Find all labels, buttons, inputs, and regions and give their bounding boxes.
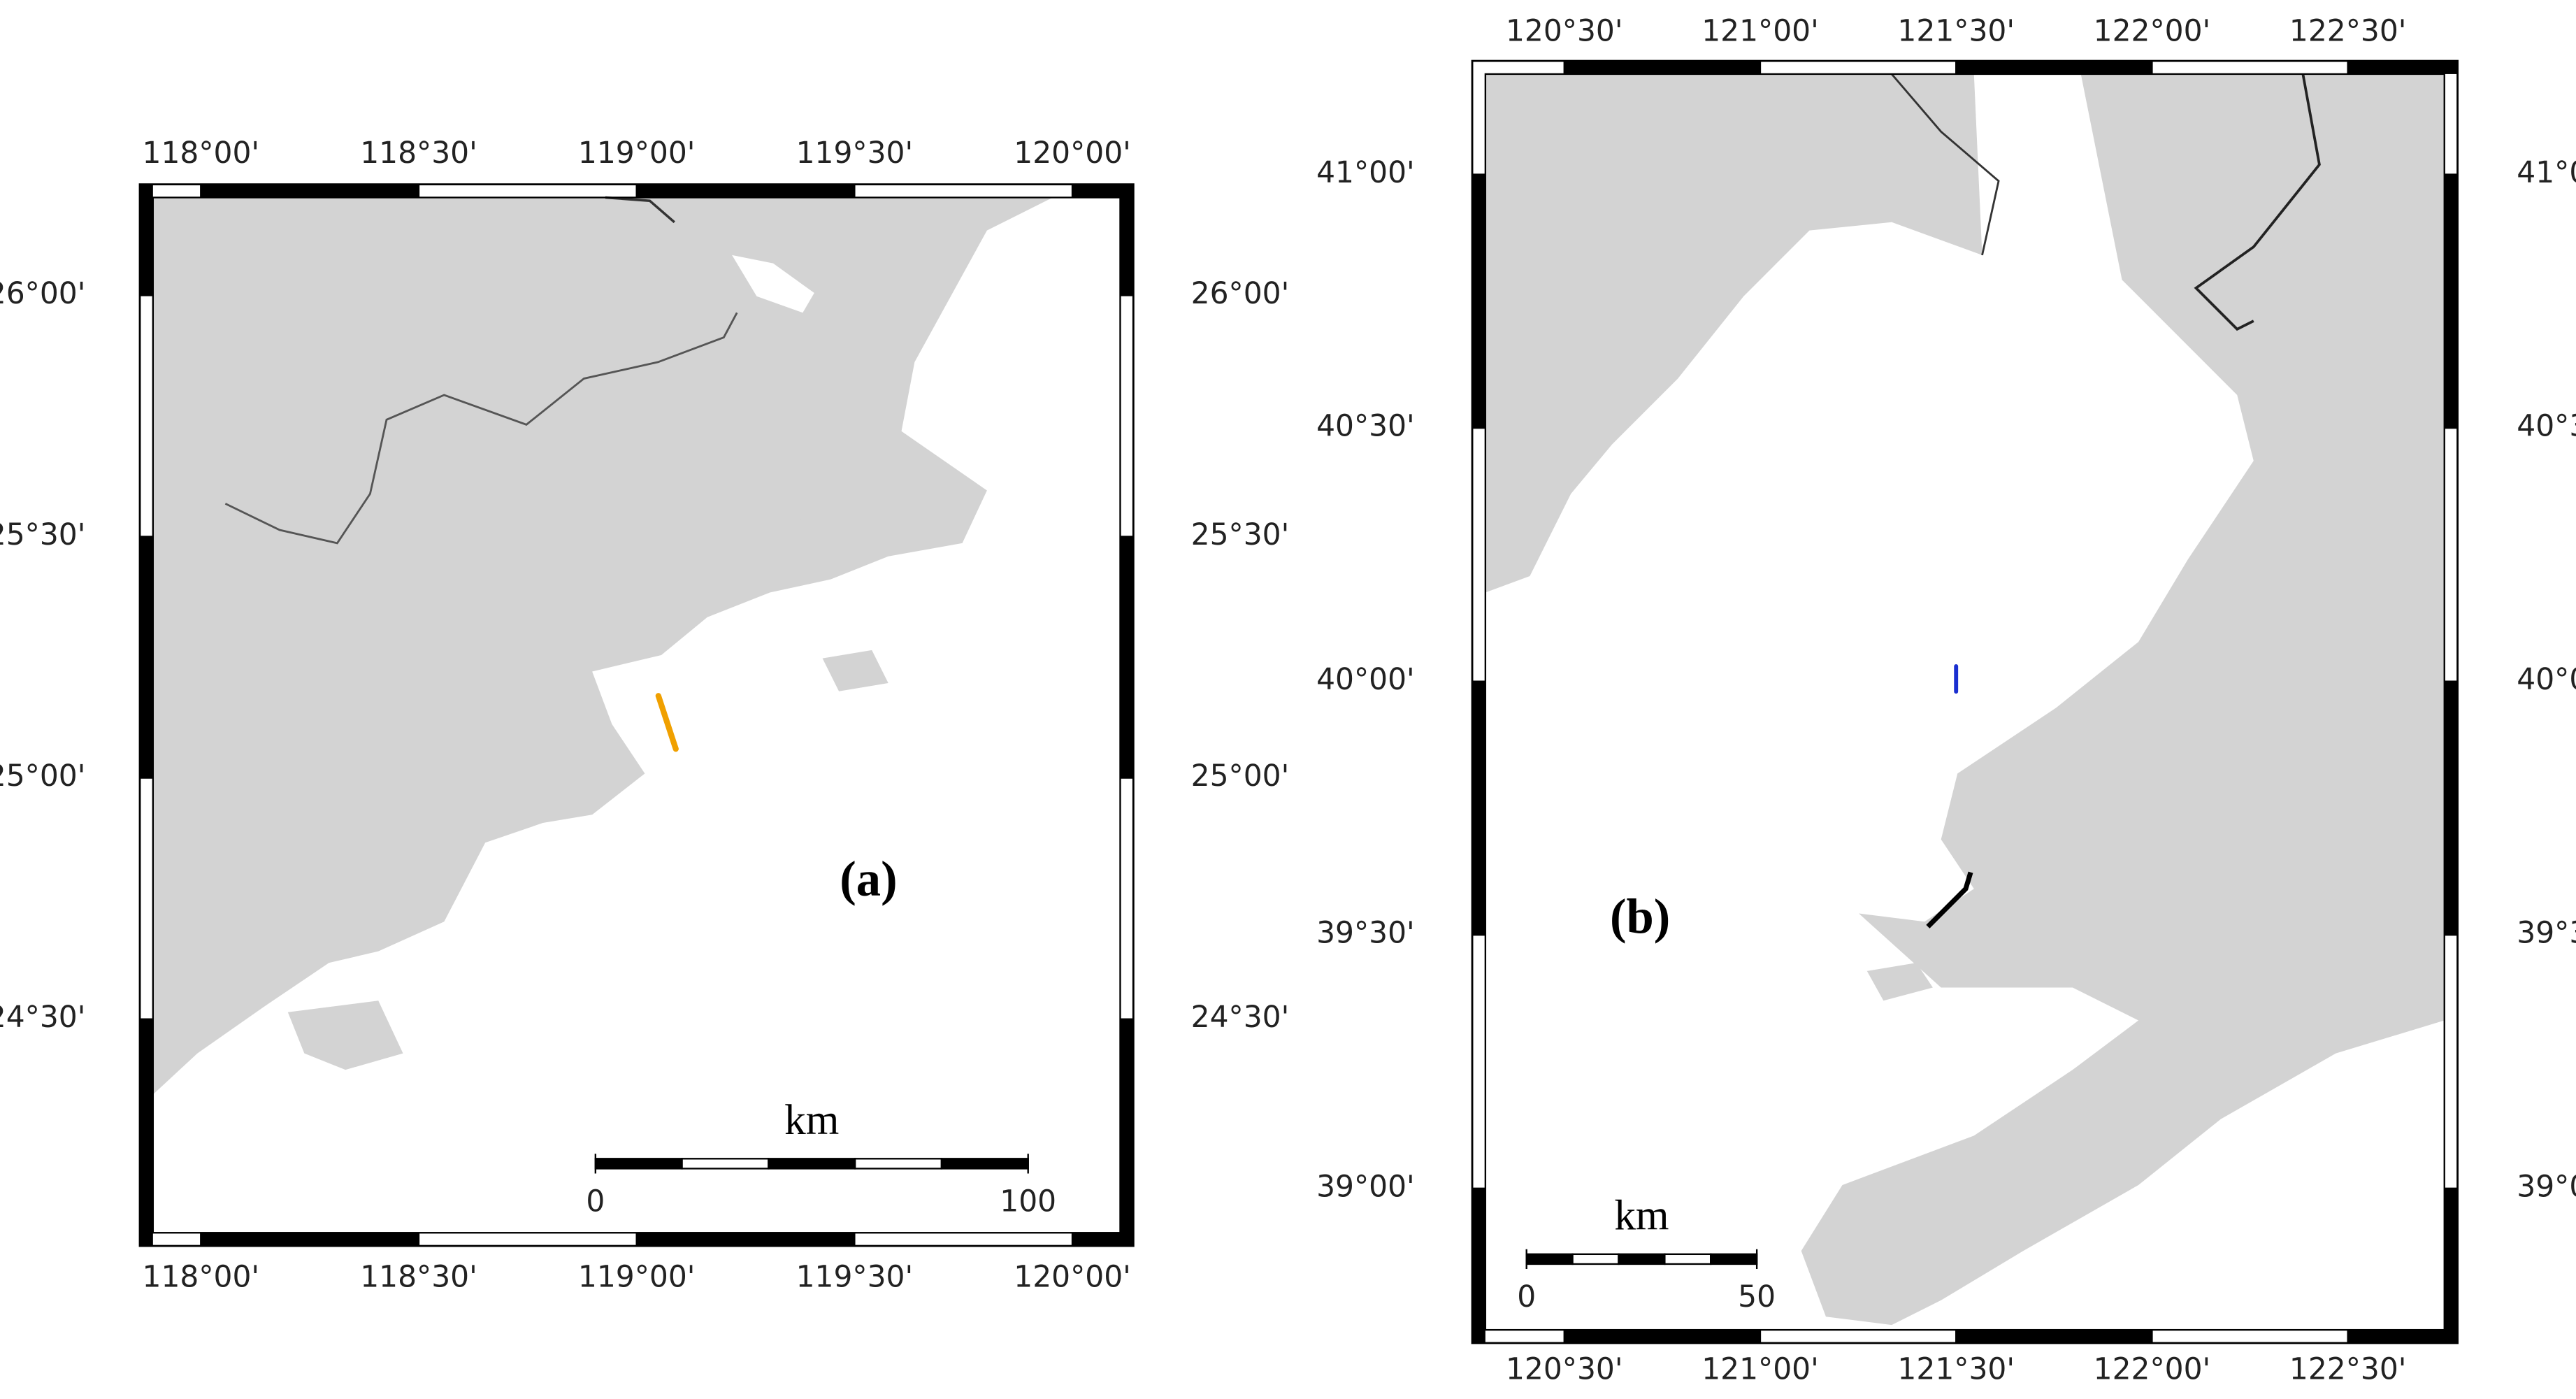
y-tick-label: 40°30': [1316, 409, 1415, 443]
shore-mark: [1926, 871, 1973, 928]
track: [655, 693, 679, 752]
x-tick-label: 121°00': [1701, 14, 1819, 48]
scale-segment: [1664, 1253, 1712, 1265]
land: [1485, 73, 1983, 593]
x-tick-label: 118°30': [360, 1260, 477, 1294]
x-tick-label: 120°00': [1014, 136, 1131, 170]
land: [152, 197, 1053, 1095]
scale-tick-label: 0: [1517, 1279, 1536, 1314]
scale-tick-label: 0: [586, 1184, 605, 1218]
frame-bar: [1120, 1019, 1134, 1247]
y-tick-label: 41°00': [2517, 155, 2576, 189]
x-tick-label: 119°00': [578, 1260, 696, 1294]
island: [822, 650, 888, 691]
frame-bar: [1564, 1330, 1760, 1343]
x-tick-label: 120°30': [1506, 1351, 1623, 1386]
frame-bar: [1120, 184, 1134, 296]
frame-bar: [2444, 681, 2458, 935]
map-a-land: [152, 197, 1053, 1095]
island: [1866, 963, 1933, 1001]
bay: [732, 254, 814, 313]
frame-bar: [636, 1233, 855, 1247]
frame-bar: [2347, 1330, 2458, 1343]
frame-bar: [140, 1019, 153, 1247]
y-tick-label: 24°30': [1191, 1000, 1290, 1034]
y-tick-label: 40°30': [2517, 409, 2576, 443]
frame-bar: [1956, 61, 2152, 74]
y-tick-label: 41°00': [1316, 155, 1415, 189]
river: [1891, 73, 2000, 256]
frame-bar: [201, 1233, 419, 1247]
panel-label: (b): [1610, 889, 1670, 944]
scale-unit: km: [784, 1096, 839, 1144]
scale-segment: [1571, 1253, 1620, 1265]
frame-bar: [1072, 184, 1134, 198]
frame-bar: [140, 536, 153, 778]
scale-segment: [940, 1158, 1029, 1170]
scale-segment: [854, 1158, 943, 1170]
x-tick-label: 122°30': [2289, 14, 2407, 48]
map-b-land: [1485, 73, 2445, 1326]
scale-segment: [594, 1158, 683, 1170]
x-tick-label: 121°30': [1897, 1351, 2015, 1386]
frame-bar: [1072, 1233, 1134, 1247]
x-tick-label: 118°00': [143, 1260, 260, 1294]
y-tick-label: 25°00': [1191, 759, 1290, 793]
x-tick-label: 121°30': [1897, 14, 2015, 48]
frame-bar: [1472, 1188, 1485, 1343]
x-tick-label: 122°00': [2094, 14, 2211, 48]
y-tick-label: 40°00': [2517, 662, 2576, 696]
y-tick-label: 39°30': [1316, 916, 1415, 950]
y-tick-label: 26°00': [0, 276, 85, 310]
x-tick-label: 119°00': [578, 136, 696, 170]
scale-segment: [1525, 1253, 1574, 1265]
x-tick-label: 121°00': [1701, 1351, 1819, 1386]
island: [724, 485, 807, 560]
scale-unit: km: [1614, 1191, 1669, 1239]
panel-label: (a): [840, 852, 897, 906]
frame-bar: [1956, 1330, 2152, 1343]
y-tick-label: 39°00': [2517, 1169, 2576, 1203]
y-tick-label: 24°30': [0, 1000, 85, 1034]
frame-bar: [140, 184, 153, 296]
y-tick-label: 39°30': [2517, 916, 2576, 950]
frame-bar: [1472, 681, 1485, 935]
river: [2194, 73, 2321, 331]
x-tick-label: 122°30': [2289, 1351, 2407, 1386]
y-tick-label: 40°00': [1316, 662, 1415, 696]
frame-bar: [1564, 61, 1760, 74]
y-tick-label: 26°00': [1191, 276, 1290, 310]
scale-segment: [1710, 1253, 1758, 1265]
island: [287, 1000, 403, 1070]
x-tick-label: 122°00': [2094, 1351, 2211, 1386]
x-tick-label: 119°30': [796, 136, 914, 170]
scale-segment: [681, 1158, 770, 1170]
frame-bar: [2444, 174, 2458, 429]
x-tick-label: 118°30': [360, 136, 477, 170]
scale-segment: [768, 1158, 856, 1170]
y-tick-label: 25°30': [0, 517, 85, 552]
river: [605, 196, 675, 224]
x-tick-label: 118°00': [143, 136, 260, 170]
y-tick-label: 39°00': [1316, 1169, 1415, 1203]
x-tick-label: 120°30': [1506, 14, 1623, 48]
land: [1801, 73, 2445, 1326]
x-tick-label: 120°00': [1014, 1260, 1131, 1294]
scale-tick-label: 50: [1738, 1279, 1776, 1314]
frame-bar: [201, 184, 419, 198]
y-tick-label: 25°00': [0, 759, 85, 793]
frame-bar: [1472, 174, 1485, 429]
scale-segment: [1618, 1253, 1666, 1265]
scale-tick-label: 100: [1000, 1184, 1056, 1218]
frame-bar: [2444, 1188, 2458, 1343]
frame-bar: [2347, 61, 2458, 74]
river: [224, 312, 738, 545]
x-tick-label: 119°30': [796, 1260, 914, 1294]
y-tick-label: 25°30': [1191, 517, 1290, 552]
frame-bar: [636, 184, 855, 198]
frame-bar: [1120, 536, 1134, 778]
